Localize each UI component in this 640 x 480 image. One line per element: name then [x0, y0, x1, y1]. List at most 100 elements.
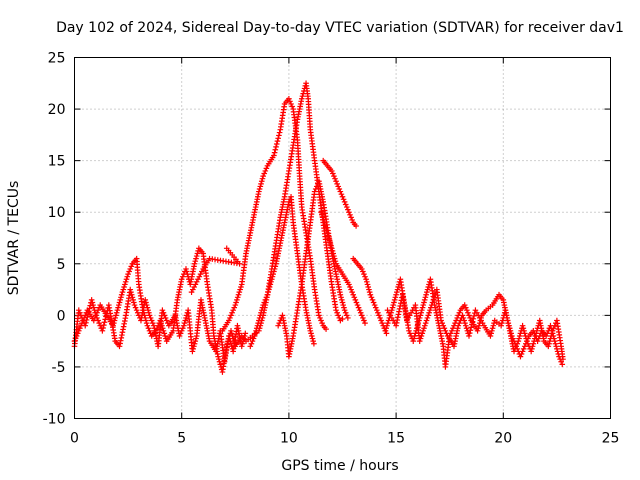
data-point-marker	[190, 346, 196, 352]
data-point-marker	[75, 307, 82, 313]
data-point-marker	[348, 214, 354, 221]
data-point-marker	[113, 309, 120, 316]
data-point-marker	[149, 320, 156, 326]
data-point-marker	[178, 328, 185, 334]
data-point-marker	[119, 289, 126, 295]
data-point-marker	[420, 328, 426, 334]
data-point-marker	[551, 338, 558, 344]
data-point-marker	[360, 315, 366, 321]
data-point-marker	[369, 297, 376, 303]
data-point-marker	[418, 309, 424, 316]
data-point-marker	[343, 204, 350, 210]
data-point-marker	[235, 291, 242, 298]
data-point-marker	[93, 312, 99, 319]
data-point-marker	[499, 320, 505, 326]
data-point-marker	[259, 304, 266, 311]
data-point-marker	[253, 325, 260, 332]
data-point-marker	[439, 320, 445, 326]
data-point-marker	[524, 338, 530, 344]
data-point-marker	[118, 291, 125, 298]
data-point-marker	[90, 304, 97, 311]
data-point-marker	[82, 322, 89, 329]
data-point-marker	[103, 313, 109, 320]
data-point-marker	[522, 333, 529, 339]
y-tick-label: 0	[57, 308, 66, 324]
data-point-marker	[334, 181, 340, 187]
data-point-marker	[357, 309, 364, 316]
data-point-marker	[216, 356, 222, 362]
data-point-marker	[349, 289, 355, 295]
data-point-marker	[231, 304, 238, 311]
data-point-marker	[194, 250, 201, 257]
data-point-marker	[319, 211, 325, 218]
data-point-marker	[272, 263, 279, 270]
data-point-marker	[83, 317, 90, 323]
data-point-marker	[228, 340, 234, 347]
data-point-marker	[336, 315, 343, 321]
data-point-marker	[78, 312, 84, 319]
data-point-marker	[143, 302, 150, 308]
data-point-marker	[519, 348, 526, 355]
data-point-marker	[339, 316, 346, 322]
data-point-marker	[115, 304, 121, 311]
data-point-marker	[489, 325, 496, 332]
data-point-marker	[228, 330, 235, 337]
data-point-marker	[125, 271, 131, 277]
data-point-marker	[362, 273, 368, 280]
data-point-marker	[256, 317, 262, 324]
data-point-marker	[549, 328, 556, 334]
data-point-marker	[390, 302, 397, 308]
data-point-marker	[230, 307, 236, 313]
data-point-marker	[239, 340, 246, 347]
data-point-marker	[259, 175, 266, 182]
data-point-marker	[216, 358, 223, 365]
data-point-marker	[418, 333, 425, 339]
data-point-marker	[193, 335, 199, 342]
plot-frame	[74, 57, 611, 419]
data-point-marker	[268, 276, 275, 283]
data-point-marker	[260, 302, 266, 308]
data-point-marker	[533, 330, 539, 337]
data-point-marker	[476, 322, 482, 329]
data-point-marker	[420, 302, 427, 308]
data-point-marker	[342, 309, 349, 316]
data-point-marker	[363, 276, 369, 283]
data-point-marker	[328, 245, 335, 252]
data-point-marker	[161, 330, 168, 337]
data-point-marker	[333, 307, 339, 313]
data-point-marker	[468, 324, 474, 331]
data-point-marker	[449, 328, 455, 334]
data-point-marker	[99, 328, 106, 334]
data-point-marker	[548, 333, 554, 339]
data-point-marker	[100, 325, 106, 331]
data-point-marker	[85, 308, 92, 315]
data-point-marker	[513, 343, 519, 350]
data-point-marker	[86, 305, 93, 312]
data-point-marker	[122, 279, 129, 285]
data-point-marker	[360, 268, 366, 275]
data-point-marker	[181, 322, 187, 329]
data-point-marker	[330, 250, 337, 257]
data-point-marker	[422, 294, 429, 301]
data-point-marker	[328, 242, 334, 249]
data-point-marker	[355, 304, 362, 311]
data-point-marker	[143, 299, 149, 306]
data-point-marker	[438, 317, 444, 324]
data-point-marker	[333, 178, 339, 185]
data-point-marker	[461, 302, 468, 308]
data-point-marker	[250, 335, 257, 342]
data-point-marker	[217, 361, 224, 368]
data-point-marker	[147, 315, 154, 321]
data-point-marker	[347, 211, 353, 218]
data-point-marker	[215, 353, 221, 360]
data-point-marker	[341, 199, 348, 205]
grid-lines	[74, 57, 611, 419]
y-tick-label: -10	[43, 412, 66, 428]
data-point-marker	[311, 340, 317, 347]
data-point-marker	[84, 314, 91, 320]
y-tick-label: 15	[48, 154, 66, 170]
data-point-marker	[102, 316, 109, 323]
data-point-marker	[197, 271, 204, 277]
data-point-marker	[117, 297, 124, 303]
data-point-marker	[376, 312, 382, 319]
